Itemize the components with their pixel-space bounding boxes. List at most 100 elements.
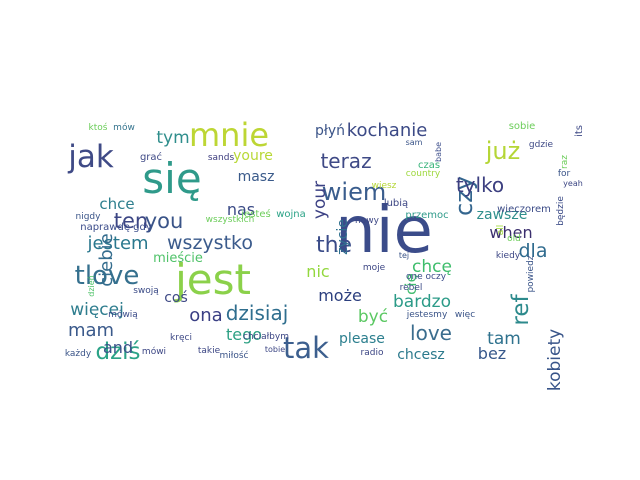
word-cloud-word: masz [238,169,275,185]
word-cloud-word: the [316,233,352,258]
word-cloud-word: sam [406,138,423,147]
word-cloud-word: zawsze [477,207,528,223]
word-cloud-word: tlove [75,261,140,291]
word-cloud-word: będzie [556,196,566,226]
word-cloud-word: bez [478,344,506,363]
word-cloud-word: mnie [189,116,269,154]
word-cloud-word: wszystkich [206,215,255,225]
word-cloud-word: przemoc [405,210,448,221]
word-cloud-word: tak [283,331,329,365]
word-cloud-word: jest [174,255,251,304]
word-cloud-word: dzisiaj [226,301,289,325]
word-cloud-word: its [574,125,585,137]
word-cloud-word: old [507,234,521,244]
word-cloud-word: for [558,169,571,179]
word-cloud-word: swoją [133,286,159,296]
word-cloud-word: one oczy [406,272,447,282]
word-cloud-word: powiedz [526,255,536,292]
word-cloud-word: nic [306,262,329,281]
word-cloud-word: kręci [170,333,192,343]
word-cloud-word: kiedy [496,251,521,261]
word-cloud-word: ten [114,209,148,233]
word-cloud-word: gdzie [529,140,554,150]
word-cloud-word: może [318,286,362,305]
word-cloud-word: nas [227,200,255,219]
word-cloud-word: ciebie [96,233,117,286]
word-cloud-word: ref [508,294,534,326]
word-cloud-word: yeah [563,179,583,188]
word-cloud-word: tobie [265,345,285,354]
word-cloud-word: bardzo [393,292,451,312]
word-cloud-word: youre [233,148,273,164]
word-cloud-word: nowy [355,216,380,226]
word-cloud-word: wieczorem [497,204,551,215]
word-cloud-word: please [339,331,385,347]
word-cloud-word: teraz [320,149,371,173]
word-cloud-word: tam [487,329,521,349]
word-cloud-word: życie [335,219,351,255]
word-cloud-word: mówi [142,346,166,357]
word-cloud-word: rebel [400,283,423,293]
word-cloud-word: mieście [153,251,203,266]
word-cloud-word: czas [418,160,440,171]
word-cloud-word: dzień [87,275,96,297]
word-cloud-word: więcej [70,300,124,320]
word-cloud-word: lubią [384,198,408,209]
word-cloud-word: wszystko [167,232,253,254]
word-cloud-word: tej [399,251,409,260]
word-cloud-word: wiem [322,178,386,206]
word-cloud-word: ona [189,305,222,326]
word-cloud-word: jesteś [240,208,270,220]
word-cloud-word: sands [208,153,235,163]
word-cloud-word: dla [519,240,548,262]
word-cloud-word: babe [434,142,443,162]
word-cloud-word: chciałbym [243,332,289,342]
word-cloud-word: country [406,169,441,179]
word-cloud-word: mówią [108,309,138,320]
word-cloud-word: ktoś [89,122,108,133]
word-cloud-word: chcesz [397,347,445,363]
word-cloud-word: kochanie [347,120,428,141]
word-cloud-word: coś [164,290,188,306]
word-cloud-word: tym [156,128,189,148]
word-cloud-word: when [489,223,532,242]
word-cloud-word: wojna [276,209,306,220]
word-cloud-word: mów [113,122,135,133]
word-cloud-word: and [103,338,133,357]
word-cloud-word: tego [226,325,262,344]
word-cloud-word: radio [361,348,384,358]
word-cloud-word: chce [99,195,134,213]
word-cloud-word: takie [198,346,221,356]
word-cloud-word: dziś [95,339,140,365]
word-cloud-word: cię [402,273,420,295]
word-cloud-word: you [145,209,184,233]
word-cloud-word: płyń [315,123,345,139]
word-cloud-word: miłość [220,350,249,361]
word-cloud-word: wiesz [372,181,397,191]
word-cloud-word: love [410,321,452,345]
word-cloud-word: mam [68,320,114,341]
word-cloud-word: jestem [86,233,148,254]
word-cloud-word: chcę [412,257,452,277]
word-cloud-word: sobie [509,121,536,132]
word-cloud-word: każdy [65,349,92,359]
word-cloud-word: czy [450,176,478,216]
word-cloud-word: all [496,225,506,236]
word-cloud-word: tylko [456,173,504,197]
word-cloud-word: nigdy [76,212,102,222]
word-cloud-word: już [485,137,520,165]
word-cloud-word: się [142,154,201,203]
word-cloud-word: kobiety [545,329,565,391]
word-cloud-word: grać [140,151,162,163]
word-cloud-word: naprawdę gdy [80,222,152,233]
word-cloud-word: moje [363,263,386,273]
word-cloud-word: jak [67,139,114,175]
word-cloud-word: your [310,181,330,219]
word-cloud-word: więc [455,310,475,320]
word-cloud-word: być [358,307,388,327]
word-cloud-word: raz [560,155,570,169]
word-cloud-word: nie [335,194,433,268]
word-cloud-word: jestesmy [406,310,448,320]
